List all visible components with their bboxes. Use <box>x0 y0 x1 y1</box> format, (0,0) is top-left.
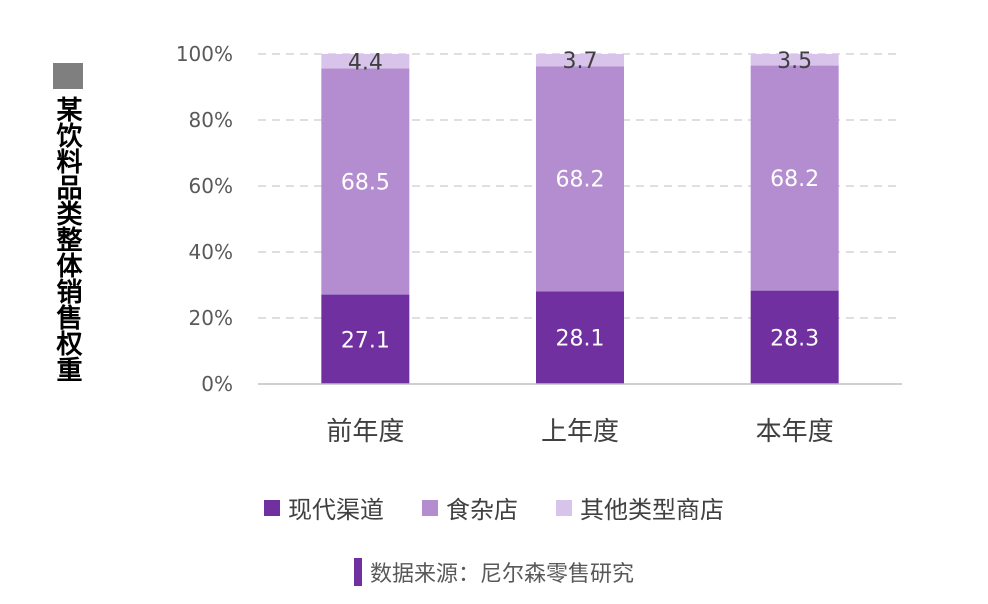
bar-segment <box>536 54 624 67</box>
legend-swatch-grocery <box>422 499 438 516</box>
data-label: 28.3 <box>770 326 819 351</box>
legend-label-other-stores: 其他类型商店 <box>580 496 724 524</box>
legend-swatch-modern-channel <box>264 499 280 516</box>
bar-segment <box>321 68 410 295</box>
source-text: 数据来源：尼尔森零售研究 <box>369 562 634 587</box>
y-tick-label: 60% <box>189 174 233 198</box>
bar-segment <box>536 291 624 384</box>
y-tick-label: 100% <box>176 42 233 66</box>
y-tick-label: 20% <box>189 306 233 330</box>
legend-label-modern-channel: 现代渠道 <box>288 496 384 524</box>
legend-label-grocery: 食杂店 <box>446 496 518 524</box>
x-category-label: 上年度 <box>541 417 619 447</box>
source-marker <box>353 558 362 586</box>
y-axis-title-marker <box>53 63 83 89</box>
data-label: 68.2 <box>556 168 605 193</box>
data-label: 27.1 <box>341 328 390 353</box>
data-label: 28.1 <box>556 327 605 352</box>
data-label: 68.5 <box>341 171 390 196</box>
bar-segment <box>321 54 410 69</box>
legend-swatch-other-stores <box>556 499 572 516</box>
bar-segment <box>536 66 624 292</box>
legend-item-grocery: 食杂店 <box>422 490 518 525</box>
bar-segment <box>750 54 839 66</box>
y-tick-label: 80% <box>189 108 233 132</box>
legend-item-modern-channel: 现代渠道 <box>264 490 384 525</box>
data-label: 3.7 <box>563 49 598 74</box>
data-label: 4.4 <box>348 50 383 75</box>
source-note: 数据来源：尼尔森零售研究 <box>0 556 988 588</box>
bar-segment <box>750 290 839 384</box>
y-tick-label: 0% <box>201 372 233 396</box>
y-tick-label: 40% <box>189 240 233 264</box>
stacked-bar-chart: 0% 20% 40% 60% 80% 100% 27.1 68.5 4.4 前年度 28.1 68.2… <box>176 42 902 447</box>
data-label: 68.2 <box>770 167 819 192</box>
x-category-label: 前年度 <box>326 417 404 447</box>
y-axis-title: 某饮料品类整体销售权重 <box>52 96 82 382</box>
legend-item-other-stores: 其他类型商店 <box>556 490 724 525</box>
x-category-label: 本年度 <box>756 417 834 447</box>
legend: 现代渠道 食杂店 其他类型商店 <box>0 490 988 525</box>
bar-segment <box>321 294 410 384</box>
data-label: 3.5 <box>777 49 812 74</box>
bar-segment <box>750 65 839 291</box>
